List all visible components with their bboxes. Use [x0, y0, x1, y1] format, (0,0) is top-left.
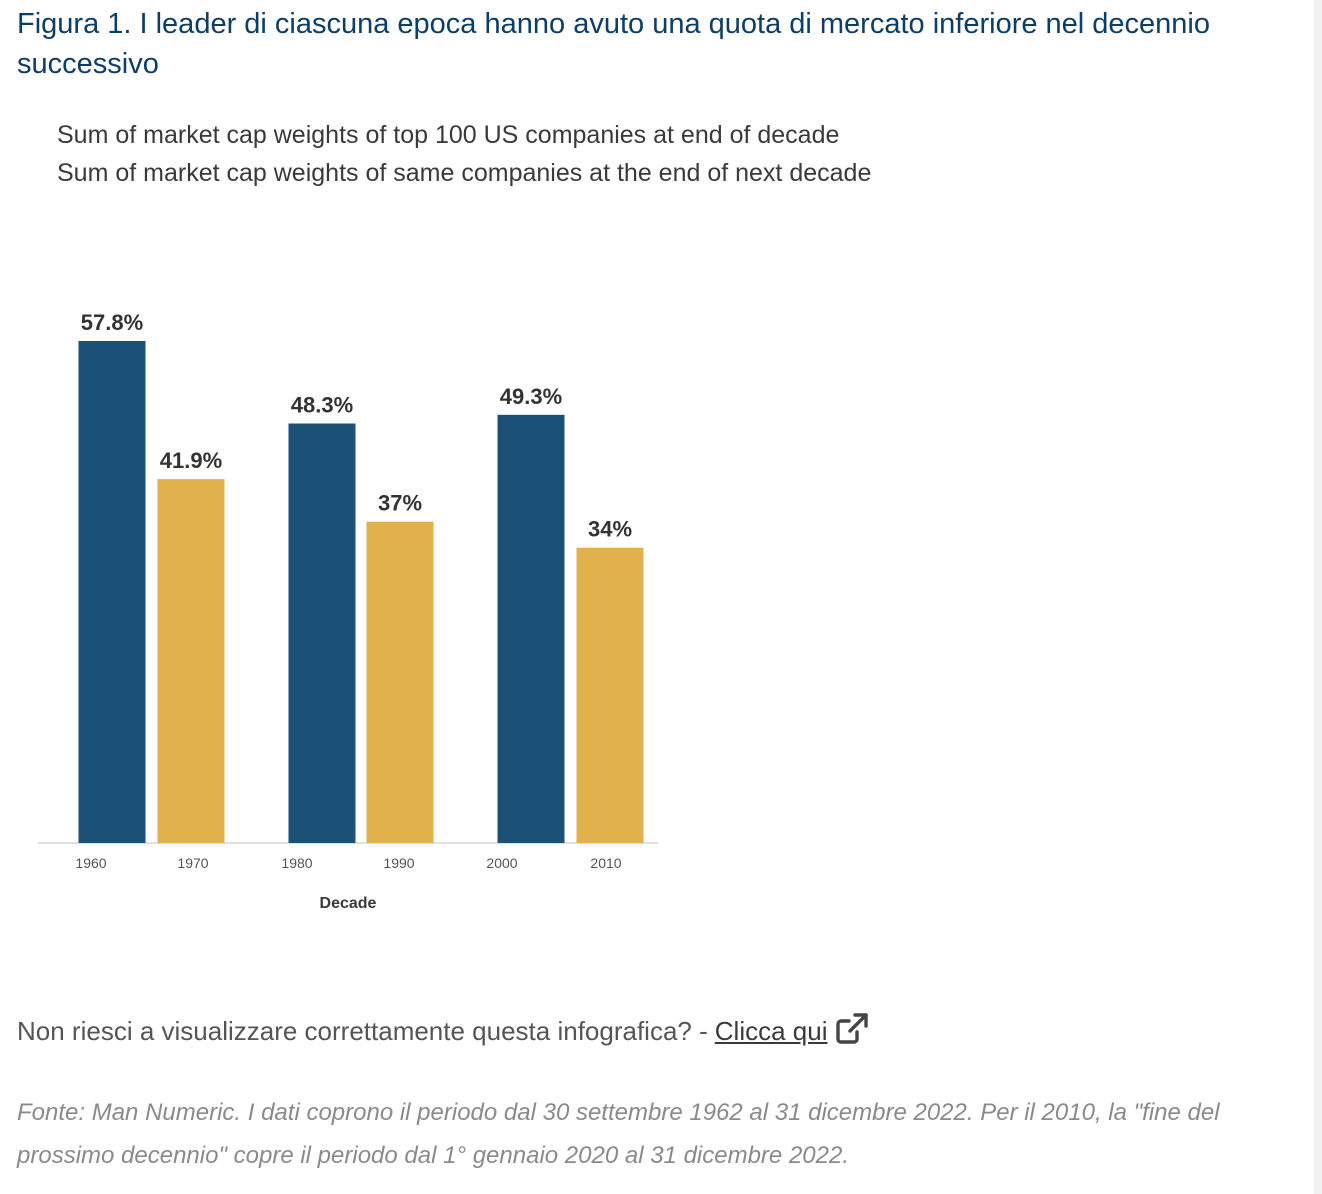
x-tick-label-1970: 1970 [177, 855, 208, 871]
x-axis-title: Decade [320, 895, 377, 912]
x-tick-label-2000: 2000 [486, 855, 517, 871]
bar-2010 [576, 547, 644, 843]
bar-1990 [366, 521, 434, 843]
page-edge [1314, 0, 1322, 1194]
x-tick-label-2010: 2010 [590, 855, 621, 871]
bar-value-label-1980: 48.3% [291, 393, 353, 418]
bar-value-label-2000: 49.3% [500, 384, 562, 409]
legend-item-next: Sum of market cap weights of same compan… [57, 159, 872, 187]
bar-1980 [288, 423, 356, 843]
notice-text: Non riesci a visualizzare correttamente … [17, 1016, 708, 1046]
bar-value-label-1970: 41.9% [160, 448, 222, 473]
external-link-icon[interactable] [835, 1012, 869, 1051]
x-tick-label-1980: 1980 [281, 855, 312, 871]
bar-chart: 57.8% 41.9% 48.3% 37% 49.3% 34% 1960 1970 1980 1… [38, 310, 658, 912]
bar-value-label-2010: 34% [588, 517, 632, 542]
view-issue-notice: Non riesci a visualizzare correttamente … [17, 1012, 869, 1051]
source-note: Fonte: Man Numeric. I dati coprono il pe… [17, 1099, 1220, 1169]
bar-2000 [497, 414, 565, 843]
figure-title: Figura 1. I leader di ciascuna epoca han… [17, 8, 1211, 80]
legend-item-current: Sum of market cap weights of top 100 US … [57, 121, 840, 149]
bar-1960 [78, 341, 146, 843]
bar-value-label-1960: 57.8% [81, 310, 143, 335]
chart-legend: Sum of market cap weights of top 100 US … [57, 116, 871, 192]
bar-1970 [157, 479, 225, 843]
bar-value-label-1990: 37% [378, 491, 422, 516]
x-tick-label-1990: 1990 [383, 855, 414, 871]
x-tick-label-1960: 1960 [75, 855, 106, 871]
click-here-link[interactable]: Clicca qui [714, 1016, 828, 1046]
